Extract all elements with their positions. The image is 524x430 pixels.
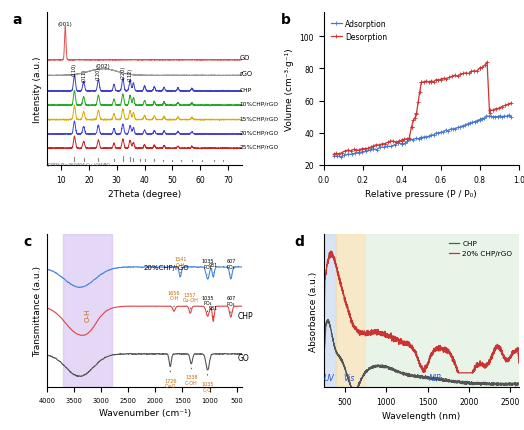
Y-axis label: Transmittance (a.u.): Transmittance (a.u.) <box>32 265 41 356</box>
Text: d: d <box>294 234 304 248</box>
Adsorption <box>495 115 501 120</box>
Desorption <box>331 152 337 157</box>
X-axis label: Wavenumber (cm⁻¹): Wavenumber (cm⁻¹) <box>99 408 191 417</box>
Line: Desorption: Desorption <box>332 61 512 157</box>
Desorption <box>484 60 490 65</box>
Legend: Adsorption, Desorption: Adsorption, Desorption <box>328 17 390 45</box>
Text: 931: 931 <box>209 263 218 273</box>
Desorption <box>370 144 377 149</box>
CHP <box>416 375 422 381</box>
Adsorption <box>331 154 337 160</box>
Text: a: a <box>12 13 21 27</box>
Text: Vis: Vis <box>344 373 355 382</box>
Adsorption <box>470 120 476 126</box>
Text: JCPDS No.360404 Cu₂(OH)PO₄: JCPDS No.360404 Cu₂(OH)PO₄ <box>47 163 112 167</box>
Bar <box>336 234 365 387</box>
Text: (120): (120) <box>96 67 101 80</box>
CHP <box>510 381 517 387</box>
20% CHP/rGO <box>328 249 334 254</box>
Line: 20% CHP/rGO: 20% CHP/rGO <box>324 252 519 373</box>
Adsorption <box>506 114 512 119</box>
20% CHP/rGO <box>416 360 422 366</box>
Text: (011): (011) <box>81 69 86 82</box>
Text: 1035
C-O: 1035 C-O <box>201 375 214 392</box>
Text: (112): (112) <box>128 68 133 81</box>
Line: Adsorption: Adsorption <box>332 114 512 159</box>
X-axis label: 2Theta (degree): 2Theta (degree) <box>108 190 181 199</box>
Adsorption <box>462 123 468 128</box>
Adsorption <box>497 114 503 119</box>
Text: b: b <box>281 13 291 27</box>
CHP <box>410 373 417 378</box>
Bar <box>324 234 336 387</box>
Text: 25%CHP/rGO: 25%CHP/rGO <box>239 144 278 150</box>
Text: GO: GO <box>238 353 249 362</box>
CHP <box>331 342 337 347</box>
20% CHP/rGO <box>510 351 516 356</box>
20% CHP/rGO <box>516 361 522 366</box>
Text: 1726
C=O: 1726 C=O <box>164 371 177 388</box>
Legend: CHP, 20% CHP/rGO: CHP, 20% CHP/rGO <box>445 238 515 259</box>
Adsorption <box>337 155 344 160</box>
Text: 1357
Cu-OH: 1357 Cu-OH <box>182 292 198 309</box>
20% CHP/rGO <box>510 350 517 356</box>
Bar <box>63 234 112 387</box>
Desorption <box>438 77 444 83</box>
Text: 1656
O-H: 1656 O-H <box>168 290 180 307</box>
Text: UV: UV <box>323 373 334 382</box>
20% CHP/rGO <box>331 258 337 263</box>
Text: 607
PO₄: 607 PO₄ <box>226 296 235 313</box>
Y-axis label: Absorbance (a.u.): Absorbance (a.u.) <box>309 270 318 351</box>
Text: 1541
O-H: 1541 O-H <box>174 256 187 273</box>
20% CHP/rGO <box>410 349 417 354</box>
Adsorption <box>492 115 498 120</box>
CHP <box>516 382 522 387</box>
Y-axis label: Intensity (a.u.): Intensity (a.u.) <box>32 56 41 123</box>
Text: 15%CHP/rGO: 15%CHP/rGO <box>239 116 278 121</box>
Text: 1035
PO₄: 1035 PO₄ <box>201 295 214 312</box>
Text: O-H: O-H <box>85 308 91 321</box>
Desorption <box>399 139 405 144</box>
Adsorption <box>508 115 514 120</box>
Text: (110): (110) <box>72 62 77 76</box>
Y-axis label: Volume (cm⁻³·g⁻¹): Volume (cm⁻³·g⁻¹) <box>285 48 294 130</box>
Text: CHP: CHP <box>239 87 252 92</box>
20% CHP/rGO <box>455 370 461 375</box>
Text: (220): (220) <box>121 66 125 79</box>
CHP <box>474 380 481 385</box>
Desorption <box>415 101 421 106</box>
Text: 931: 931 <box>209 306 218 317</box>
Text: NIR: NIR <box>429 373 442 382</box>
Text: (002): (002) <box>95 64 110 69</box>
CHP <box>351 390 357 395</box>
Text: GO: GO <box>239 55 249 61</box>
CHP <box>510 381 516 387</box>
20% CHP/rGO <box>474 365 481 370</box>
CHP <box>325 317 332 322</box>
X-axis label: Relative pressure (P / P₀): Relative pressure (P / P₀) <box>365 190 477 199</box>
20% CHP/rGO <box>321 327 327 332</box>
Text: 1035
PO₄: 1035 PO₄ <box>201 258 214 275</box>
Text: c: c <box>24 234 32 248</box>
Adsorption <box>479 117 485 122</box>
Desorption <box>401 137 408 142</box>
Text: rGO: rGO <box>239 71 253 77</box>
Text: 20%CHP/rGO: 20%CHP/rGO <box>144 264 189 270</box>
Text: (001): (001) <box>58 22 73 27</box>
Bar <box>365 234 519 387</box>
CHP <box>321 356 327 361</box>
Text: CHP: CHP <box>238 311 253 320</box>
Text: 1338
C-OH: 1338 C-OH <box>185 368 198 385</box>
X-axis label: Wavelength (nm): Wavelength (nm) <box>382 411 461 420</box>
Desorption <box>508 101 514 106</box>
Text: 20%CHP/rGO: 20%CHP/rGO <box>239 130 278 135</box>
Line: CHP: CHP <box>324 320 519 392</box>
Text: 10%CHP/rGO: 10%CHP/rGO <box>239 101 278 107</box>
Text: 607
PO₄: 607 PO₄ <box>226 258 235 275</box>
Desorption <box>486 108 493 114</box>
